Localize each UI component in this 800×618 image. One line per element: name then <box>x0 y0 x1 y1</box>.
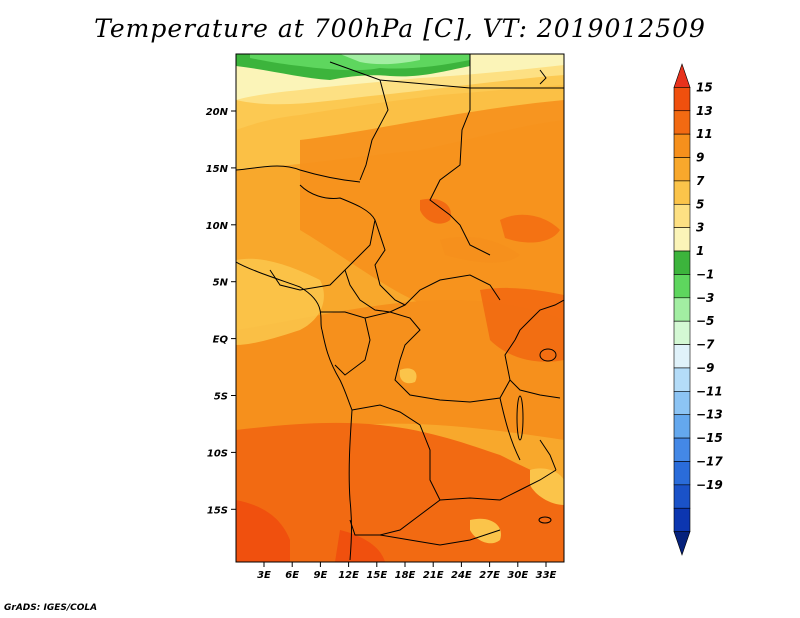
field-light-patch-2 <box>530 468 564 505</box>
lat-tick-label: 5N <box>213 278 229 289</box>
lat-tick-label: 15S <box>207 505 228 516</box>
country-borders <box>236 54 564 561</box>
lake-tanganyika <box>516 395 524 441</box>
border-angola <box>349 404 441 536</box>
map-title: Temperature at 700hPa [C], VT: 201901250… <box>94 14 706 43</box>
field-light-patch-1 <box>399 368 417 384</box>
longitude-axis: 3E 6E 9E 12E 15E 18E 21E 24E 27E 30E 33E <box>257 562 557 581</box>
colorbar-label: 15 <box>696 80 713 94</box>
field-deep-red-sw <box>236 500 290 562</box>
colorbar-segment <box>673 274 691 299</box>
field-deep-red-s <box>335 530 385 562</box>
colorbar-label: −5 <box>696 314 714 328</box>
lake-tanganyika-west <box>499 397 521 461</box>
colorbar-segment <box>673 437 691 462</box>
colorbar-label: −13 <box>696 408 723 422</box>
lat-tick-label: 5S <box>214 392 228 403</box>
colorbar-label: 9 <box>696 151 704 165</box>
border-chad-sudan <box>429 88 491 256</box>
lon-tick-label: 21E <box>423 570 444 581</box>
colorbar-segment <box>673 461 691 486</box>
lon-tick-label: 12E <box>338 570 359 581</box>
lon-tick-label: 27E <box>479 570 500 581</box>
colorbar-segment <box>673 391 691 416</box>
colorbar-label: −7 <box>696 338 715 352</box>
border-niger-nigeria <box>236 165 361 183</box>
grads-credit: GrADS: IGES/COLA <box>4 603 98 613</box>
lon-tick-label: 30E <box>507 570 528 581</box>
field-patch-2 <box>500 214 560 243</box>
colorbar-segment <box>673 297 691 322</box>
colorbar: 15 13 11 9 7 5 3 1 −1 −3 −5 −7 −9 −11 −13 −15 −17 −19 <box>673 63 723 556</box>
colorbar-segment <box>673 87 691 112</box>
nile-fragment <box>539 69 547 85</box>
colorbar-segment <box>673 133 691 158</box>
field-west-light <box>236 258 324 345</box>
coast-gabon-congo <box>321 329 353 411</box>
border-uganda <box>514 299 564 341</box>
colorbar-segment <box>673 227 691 252</box>
colorbar-segment <box>673 414 691 439</box>
colorbar-segment <box>673 157 691 182</box>
lon-tick-label: 15E <box>366 570 387 581</box>
colorbar-segment <box>673 507 691 532</box>
lake-victoria <box>539 348 557 362</box>
lat-tick-label: EQ <box>213 335 229 346</box>
field-east-patch <box>480 287 564 362</box>
lat-tick-label: 10S <box>207 448 228 459</box>
border-malawi <box>539 439 557 471</box>
coast-west-africa <box>236 261 323 331</box>
colorbar-segment <box>673 180 691 205</box>
colorbar-segment <box>673 344 691 369</box>
lon-tick-label: 24E <box>451 570 472 581</box>
colorbar-label: −19 <box>696 478 723 492</box>
lon-tick-label: 33E <box>536 570 557 581</box>
lon-tick-label: 18E <box>395 570 416 581</box>
lon-tick-label: 6E <box>285 570 299 581</box>
colorbar-bottom-triangle <box>673 531 691 556</box>
lon-tick-label: 3E <box>257 570 271 581</box>
colorbar-label: 11 <box>696 127 713 141</box>
colorbar-label: 3 <box>696 221 704 235</box>
colorbar-label: −1 <box>696 267 714 281</box>
colorbar-segment <box>673 250 691 275</box>
colorbar-label: 7 <box>696 174 705 188</box>
border-nigeria <box>269 184 376 291</box>
colorbar-segment <box>673 320 691 345</box>
colorbar-label: 1 <box>696 244 704 258</box>
colorbar-top-triangle <box>673 63 691 88</box>
lon-tick-label: 9E <box>314 570 328 581</box>
colorbar-segment <box>673 203 691 228</box>
border-libya-south <box>329 61 471 89</box>
lat-tick-label: 15N <box>206 164 229 175</box>
lake-kariba <box>538 516 552 524</box>
colorbar-label: −9 <box>696 361 714 375</box>
field-patch-1 <box>420 198 451 224</box>
colorbar-label: −17 <box>696 454 723 468</box>
colorbar-label: 5 <box>696 197 704 211</box>
colorbar-segment <box>673 367 691 392</box>
coast-angola <box>348 409 353 561</box>
field-green-pale <box>340 54 420 65</box>
lat-tick-label: 10N <box>206 221 229 232</box>
border-chad-libya <box>359 79 389 181</box>
colorbar-label: 13 <box>696 104 713 118</box>
colorbar-label: −15 <box>696 431 723 445</box>
colorbar-segment <box>673 110 691 135</box>
colorbar-label: −11 <box>696 384 723 398</box>
border-tanzania <box>509 379 561 399</box>
border-namibia-angola <box>379 529 501 546</box>
temperature-field <box>236 54 564 562</box>
border-zambia <box>439 469 557 501</box>
map-frame <box>235 53 565 563</box>
border-cameroon-car <box>344 269 406 313</box>
border-drc <box>364 311 516 403</box>
border-gabon-congo <box>320 311 371 376</box>
colorbar-label: −3 <box>696 291 714 305</box>
latitude-axis: 20N 15N 10N 5N EQ 5S 10S 15S <box>206 107 236 516</box>
lat-tick-label: 20N <box>206 107 229 118</box>
colorbar-segment <box>673 484 691 509</box>
